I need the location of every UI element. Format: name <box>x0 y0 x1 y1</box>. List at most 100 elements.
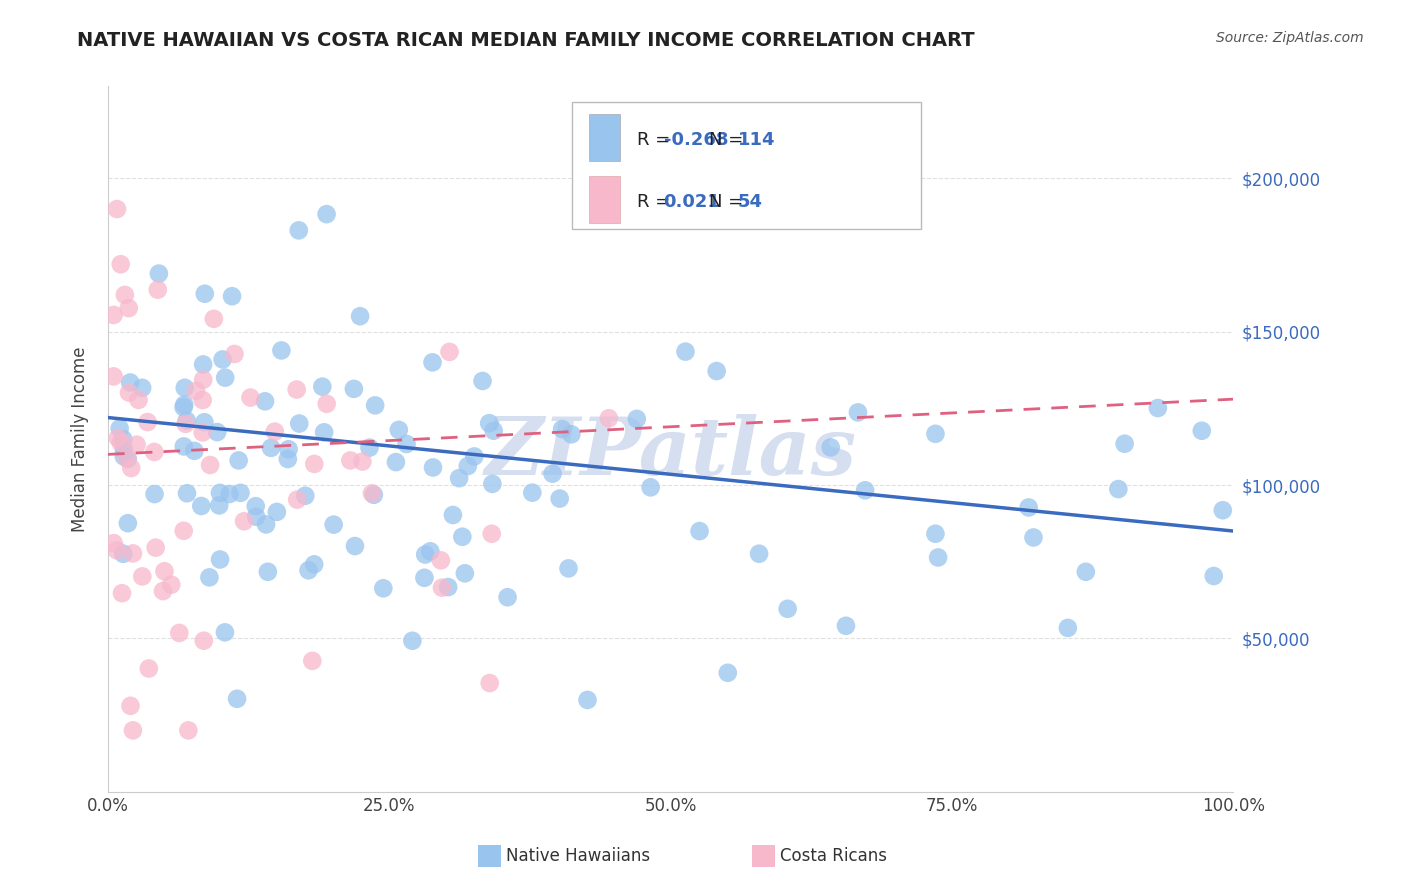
Point <box>277 442 299 457</box>
Point <box>288 417 311 431</box>
Point <box>551 422 574 436</box>
Point <box>138 661 160 675</box>
Point <box>176 414 198 428</box>
Point <box>343 539 366 553</box>
Point <box>257 565 280 579</box>
Point <box>478 416 501 430</box>
Point <box>304 457 326 471</box>
Point <box>118 301 141 315</box>
Point <box>143 487 166 501</box>
Point <box>482 424 505 438</box>
Point <box>339 453 361 467</box>
Point <box>451 530 474 544</box>
Point <box>364 398 387 412</box>
Point <box>522 485 544 500</box>
Point <box>343 382 366 396</box>
Text: Costa Ricans: Costa Ricans <box>780 847 887 865</box>
Point <box>1056 621 1078 635</box>
Point <box>846 405 869 419</box>
Point <box>153 564 176 578</box>
Point <box>177 723 200 738</box>
Point <box>373 582 395 596</box>
Point <box>103 308 125 322</box>
Point <box>1074 565 1097 579</box>
Point <box>361 486 384 500</box>
Point <box>245 499 267 513</box>
Point <box>103 536 125 550</box>
Point <box>413 548 436 562</box>
Point <box>401 633 423 648</box>
Point <box>120 376 142 390</box>
Point <box>176 486 198 500</box>
Point <box>1022 531 1045 545</box>
Point <box>214 370 236 384</box>
Point <box>226 691 249 706</box>
Point <box>285 383 308 397</box>
Point <box>190 499 212 513</box>
Point <box>245 509 267 524</box>
Point <box>557 561 579 575</box>
Point <box>112 547 135 561</box>
Point <box>110 257 132 271</box>
Point <box>1202 569 1225 583</box>
Point <box>143 445 166 459</box>
Point <box>413 571 436 585</box>
Point <box>173 398 195 412</box>
Point <box>1147 401 1170 415</box>
Point <box>136 415 159 429</box>
Point <box>193 633 215 648</box>
Point <box>191 425 214 440</box>
Point <box>208 499 231 513</box>
Point <box>640 480 662 494</box>
Point <box>114 288 136 302</box>
Point <box>352 454 374 468</box>
Point <box>430 581 453 595</box>
Point <box>294 489 316 503</box>
Point <box>105 543 128 558</box>
Point <box>1191 424 1213 438</box>
Point <box>208 552 231 566</box>
Point <box>239 391 262 405</box>
Point <box>322 517 344 532</box>
Point <box>229 485 252 500</box>
Point <box>314 425 336 440</box>
Point <box>924 426 946 441</box>
Point <box>548 491 571 506</box>
Point <box>422 355 444 369</box>
Point <box>717 665 740 680</box>
Point <box>302 558 325 572</box>
Point <box>478 676 501 690</box>
Point <box>471 374 494 388</box>
Point <box>1107 482 1129 496</box>
Point <box>496 591 519 605</box>
Point <box>363 488 385 502</box>
Point <box>233 514 256 528</box>
Point <box>835 619 858 633</box>
Point <box>131 381 153 395</box>
Y-axis label: Median Family Income: Median Family Income <box>72 346 89 532</box>
Point <box>115 451 138 466</box>
Point <box>131 569 153 583</box>
Point <box>266 505 288 519</box>
Point <box>169 626 191 640</box>
Point <box>1114 436 1136 450</box>
Point <box>191 358 214 372</box>
Point <box>776 601 799 615</box>
Point <box>675 344 697 359</box>
Point <box>253 394 276 409</box>
Point <box>297 563 319 577</box>
Point <box>419 544 441 558</box>
Point <box>202 311 225 326</box>
Point <box>173 524 195 538</box>
Point <box>107 431 129 445</box>
Point <box>481 526 503 541</box>
Point <box>173 381 195 395</box>
Point <box>211 352 233 367</box>
Point <box>105 202 128 216</box>
Point <box>193 415 215 429</box>
Point <box>173 439 195 453</box>
Point <box>439 344 461 359</box>
Point <box>301 654 323 668</box>
Point <box>924 526 946 541</box>
Point <box>388 423 411 437</box>
